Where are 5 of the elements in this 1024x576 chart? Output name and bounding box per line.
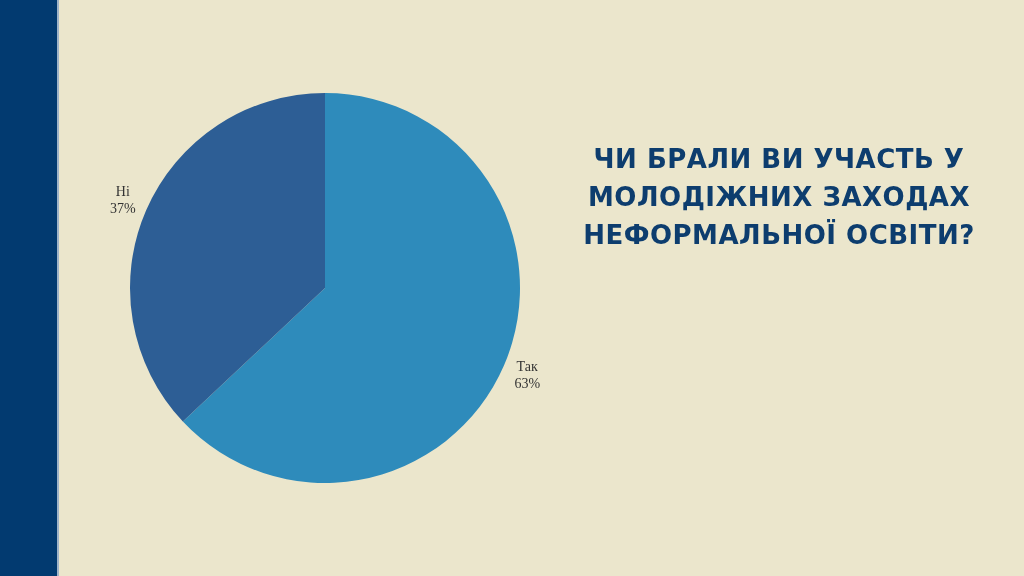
data-label: 63% — [514, 375, 541, 391]
data-label: 37% — [109, 200, 136, 216]
slice-label: Так — [516, 358, 539, 374]
text: ЧИ БРАЛИ ВИ УЧАСТЬ У МОЛОДІЖНИХ ЗАХОДАХ НЕФОРМАЛЬНОЇ ОСВІТИ? — [582, 143, 976, 252]
slice-label: Ні — [115, 183, 130, 199]
